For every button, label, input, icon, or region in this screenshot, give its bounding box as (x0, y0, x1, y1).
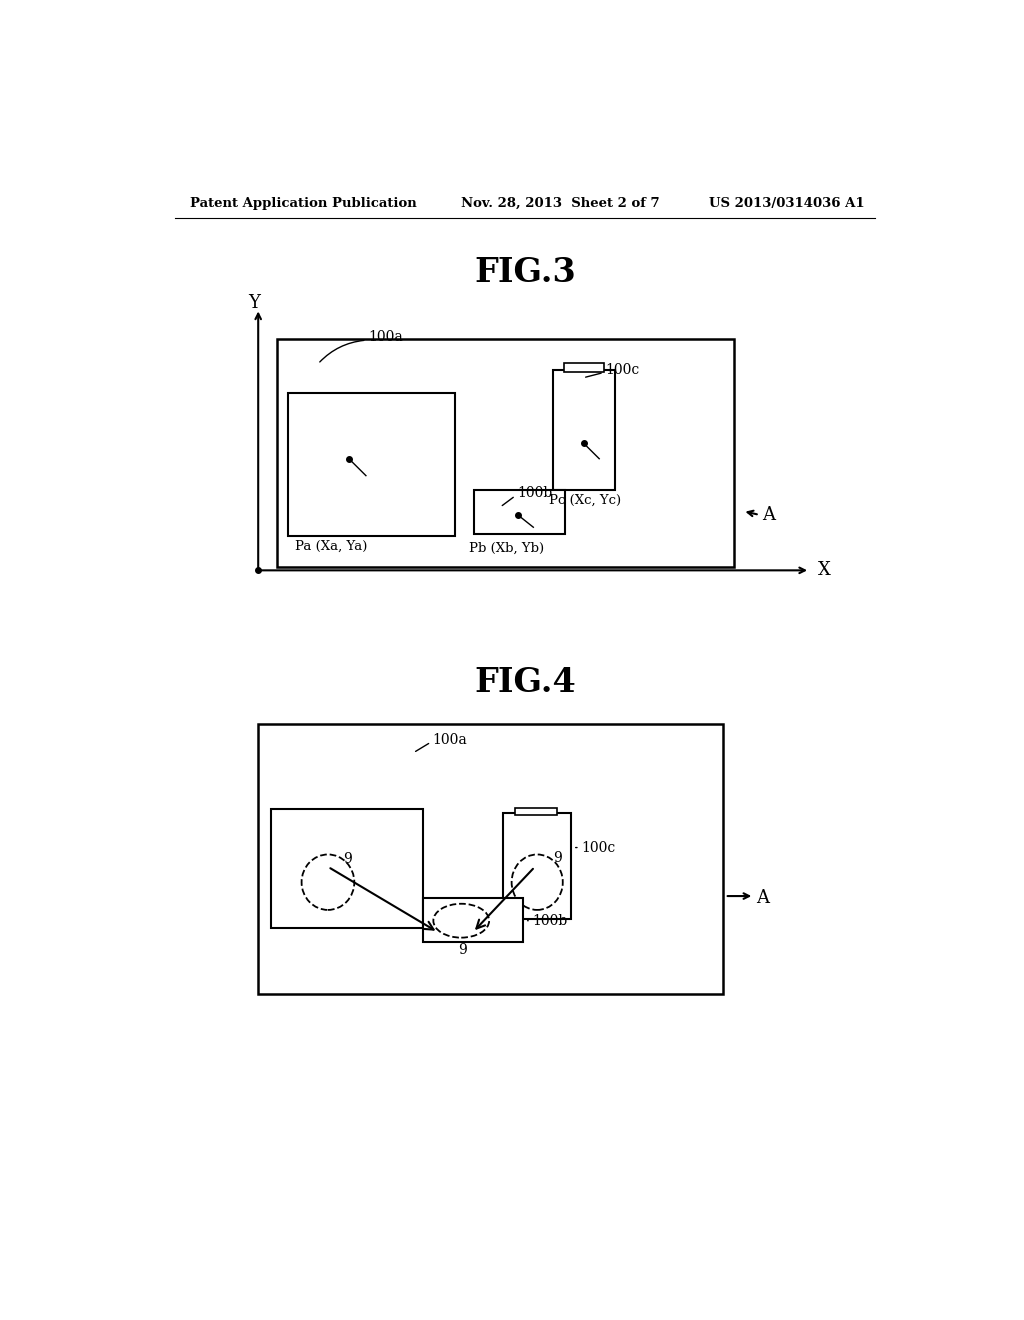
Bar (474, 490, 565, 535)
Bar (289, 393, 455, 536)
Text: 100b: 100b (517, 486, 552, 500)
Ellipse shape (512, 854, 563, 909)
Bar (271, 809, 423, 928)
Text: Patent Application Publication: Patent Application Publication (190, 197, 417, 210)
Text: Pc (Xc, Yc): Pc (Xc, Yc) (549, 494, 621, 507)
Text: US 2013/0314036 A1: US 2013/0314036 A1 (710, 197, 865, 210)
Text: 100a: 100a (432, 733, 467, 747)
Text: A: A (762, 506, 775, 524)
Bar (563, 363, 604, 372)
Text: 9: 9 (459, 942, 467, 957)
Bar (515, 808, 557, 816)
Bar (503, 813, 571, 919)
Text: 100a: 100a (369, 330, 403, 345)
Bar (276, 339, 734, 566)
Text: A: A (756, 888, 769, 907)
Text: Y: Y (249, 294, 260, 312)
Text: FIG.3: FIG.3 (474, 256, 575, 289)
Bar (258, 725, 723, 994)
Text: 100b: 100b (532, 913, 567, 928)
Text: X: X (818, 561, 830, 579)
Text: 9: 9 (343, 853, 352, 866)
Bar (423, 898, 523, 942)
Bar (553, 370, 614, 490)
Text: Pa (Xa, Ya): Pa (Xa, Ya) (295, 540, 367, 553)
Text: 100c: 100c (605, 363, 640, 378)
Text: Nov. 28, 2013  Sheet 2 of 7: Nov. 28, 2013 Sheet 2 of 7 (461, 197, 659, 210)
Text: 9: 9 (553, 850, 561, 865)
Text: 100c: 100c (582, 841, 615, 854)
Text: FIG.4: FIG.4 (474, 665, 575, 698)
Text: Pb (Xb, Yb): Pb (Xb, Yb) (469, 543, 544, 554)
Ellipse shape (433, 904, 489, 937)
Ellipse shape (302, 854, 354, 909)
